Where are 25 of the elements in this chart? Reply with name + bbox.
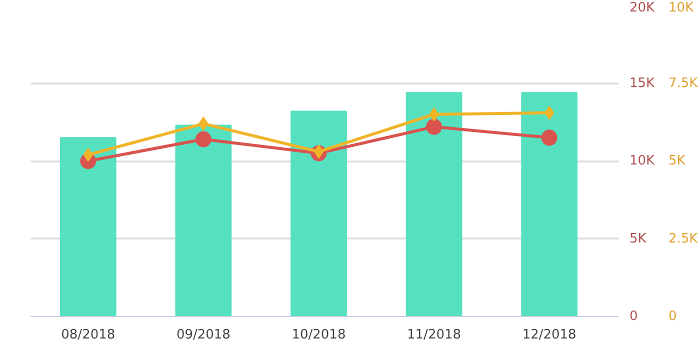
bar [175, 124, 232, 316]
y-tick-label: 0 [630, 309, 638, 324]
y2-tick-label: 5K [668, 154, 686, 168]
bar [521, 92, 578, 316]
x-tick-label: 08/2018 [61, 328, 116, 342]
point [195, 131, 212, 148]
point [544, 106, 554, 120]
bar [60, 137, 116, 316]
point [541, 130, 558, 146]
point [426, 118, 442, 135]
x-tick-label: 12/2018 [522, 328, 576, 342]
y-tick-label: 10K [630, 154, 656, 168]
x-tick-label: 11/2018 [407, 328, 462, 342]
y2-tick-label: 0 [668, 309, 677, 324]
point [314, 144, 324, 159]
y2-tick-label: 2.5K [668, 231, 698, 246]
bar [290, 110, 347, 316]
x-tick-label: 10/2018 [292, 328, 346, 342]
y2-tick-label: 7.5K [668, 76, 698, 91]
y-tick-label: 5K [630, 231, 647, 246]
bar [406, 92, 462, 316]
y-tick-label: 15K [630, 76, 656, 91]
y-tick-label: 20K [630, 0, 656, 16]
y2-tick-label: 10K [668, 0, 694, 16]
x-tick-label: 09/2018 [176, 328, 230, 342]
